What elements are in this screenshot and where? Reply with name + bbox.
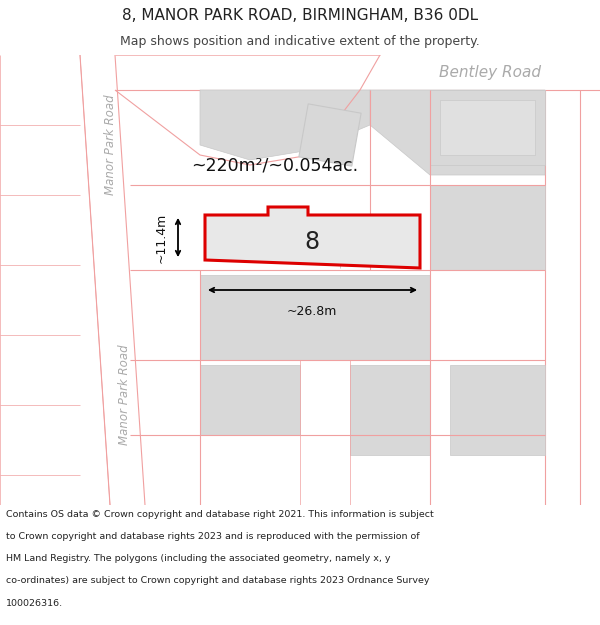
Polygon shape xyxy=(0,280,110,505)
Text: Bentley Road: Bentley Road xyxy=(439,66,541,81)
Polygon shape xyxy=(0,55,95,280)
Polygon shape xyxy=(80,55,130,280)
Polygon shape xyxy=(200,365,300,435)
Text: 8, MANOR PARK ROAD, BIRMINGHAM, B36 0DL: 8, MANOR PARK ROAD, BIRMINGHAM, B36 0DL xyxy=(122,8,478,23)
Text: Map shows position and indicative extent of the property.: Map shows position and indicative extent… xyxy=(120,35,480,48)
Text: ~11.4m: ~11.4m xyxy=(155,213,168,263)
Polygon shape xyxy=(200,275,430,360)
Text: Manor Park Road: Manor Park Road xyxy=(119,345,131,445)
Text: co-ordinates) are subject to Crown copyright and database rights 2023 Ordnance S: co-ordinates) are subject to Crown copyr… xyxy=(6,576,430,586)
Polygon shape xyxy=(370,90,545,175)
Text: ~220m²/~0.054ac.: ~220m²/~0.054ac. xyxy=(191,156,359,174)
Polygon shape xyxy=(299,104,361,166)
Polygon shape xyxy=(450,365,545,455)
Polygon shape xyxy=(440,100,535,155)
Text: ~26.8m: ~26.8m xyxy=(287,305,337,318)
Polygon shape xyxy=(115,55,380,165)
Polygon shape xyxy=(430,90,545,165)
Polygon shape xyxy=(545,90,580,505)
Text: Contains OS data © Crown copyright and database right 2021. This information is : Contains OS data © Crown copyright and d… xyxy=(6,510,434,519)
Polygon shape xyxy=(205,207,420,268)
Polygon shape xyxy=(95,280,145,505)
Polygon shape xyxy=(430,185,545,270)
Text: to Crown copyright and database rights 2023 and is reproduced with the permissio: to Crown copyright and database rights 2… xyxy=(6,532,419,541)
Text: 100026316.: 100026316. xyxy=(6,599,63,608)
Polygon shape xyxy=(200,90,370,160)
Text: Manor Park Road: Manor Park Road xyxy=(104,94,116,195)
Text: HM Land Registry. The polygons (including the associated geometry, namely x, y: HM Land Registry. The polygons (includin… xyxy=(6,554,391,563)
Polygon shape xyxy=(350,365,430,455)
Polygon shape xyxy=(115,55,600,90)
Text: 8: 8 xyxy=(304,230,320,254)
